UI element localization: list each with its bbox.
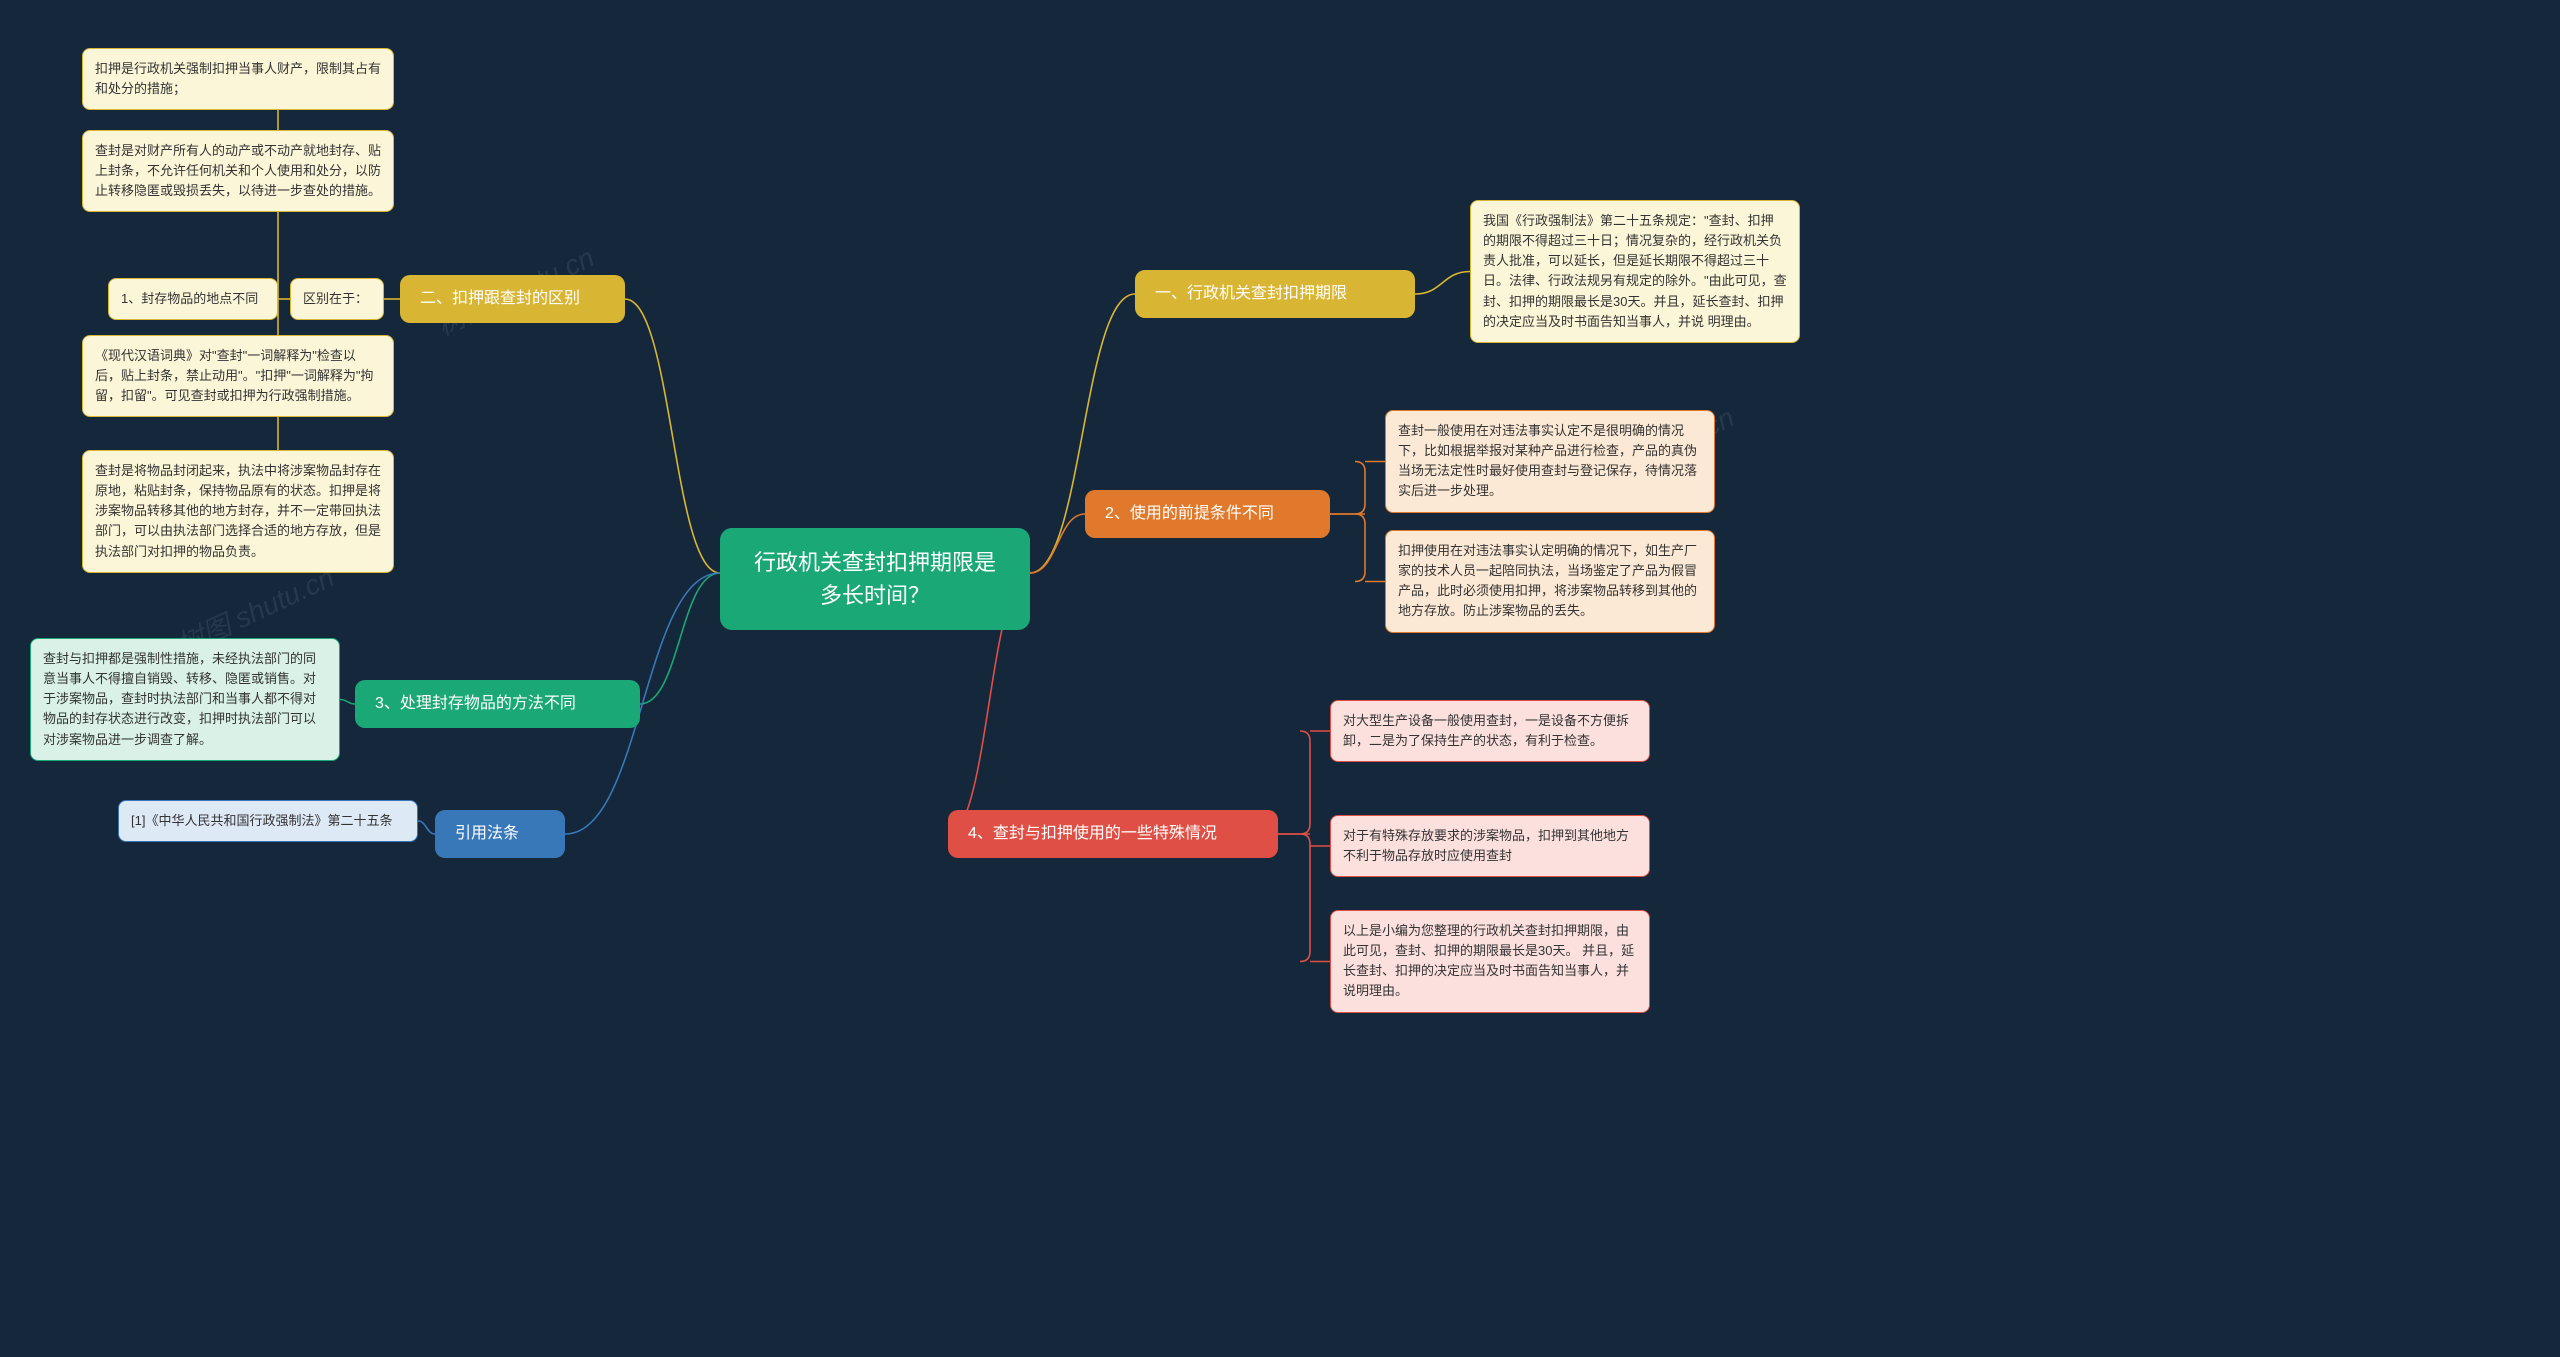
branch-b2: 二、扣押跟查封的区别	[400, 275, 625, 323]
leaf-b2-m-1: 查封是对财产所有人的动产或不动产就地封存、贴上封条，不允许任何机关和个人使用和处…	[82, 130, 394, 212]
leaf-b5-1: 对于有特殊存放要求的涉案物品，扣押到其他地方不利于物品存放时应使用查封	[1330, 815, 1650, 877]
branch-b1: 一、行政机关查封扣押期限	[1135, 270, 1415, 318]
mid-b2: 区别在于：	[290, 278, 384, 320]
center-node: 行政机关查封扣押期限是多长时间？	[720, 528, 1030, 630]
leaf-b6-0: [1]《中华人民共和国行政强制法》第二十五条	[118, 800, 418, 842]
leaf-b2-m-3: 《现代汉语词典》对"查封"一词解释为"检查以后，贴上封条，禁止动用"。"扣押"一…	[82, 335, 394, 417]
leaf-b4-0: 查封与扣押都是强制性措施，未经执法部门的同意当事人不得擅自销毁、转移、隐匿或销售…	[30, 638, 340, 761]
branch-b5: 4、查封与扣押使用的一些特殊情况	[948, 810, 1278, 858]
leaf-b3-0: 查封一般使用在对违法事实认定不是很明确的情况下，比如根据举报对某种产品进行检查，…	[1385, 410, 1715, 513]
leaf-b5-2: 以上是小编为您整理的行政机关查封扣押期限，由此可见，查封、扣押的期限最长是30天…	[1330, 910, 1650, 1013]
leaf-b2-m-4: 查封是将物品封闭起来，执法中将涉案物品封存在原地，粘贴封条，保持物品原有的状态。…	[82, 450, 394, 573]
branch-b3: 2、使用的前提条件不同	[1085, 490, 1330, 538]
branch-b6: 引用法条	[435, 810, 565, 858]
leaf-b5-0: 对大型生产设备一般使用查封，一是设备不方便拆卸，二是为了保持生产的状态，有利于检…	[1330, 700, 1650, 762]
leaf-b1-0: 我国《行政强制法》第二十五条规定："查封、扣押 的期限不得超过三十日；情况复杂的…	[1470, 200, 1800, 343]
leaf-b2-m-2: 1、封存物品的地点不同	[108, 278, 278, 320]
branch-b4: 3、处理封存物品的方法不同	[355, 680, 640, 728]
leaf-b3-1: 扣押使用在对违法事实认定明确的情况下，如生产厂家的技术人员一起陪同执法，当场鉴定…	[1385, 530, 1715, 633]
leaf-b2-m-0: 扣押是行政机关强制扣押当事人财产，限制其占有和处分的措施；	[82, 48, 394, 110]
